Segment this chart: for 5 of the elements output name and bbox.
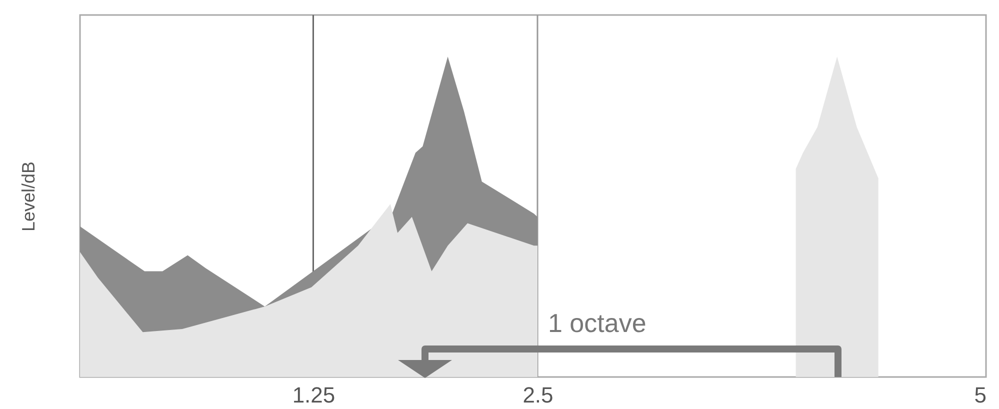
y-axis-title: Level/dB — [18, 161, 38, 232]
annotation: 1 octave — [548, 308, 646, 339]
x-tick-label: 2.5 — [522, 382, 554, 408]
x-tick-label: 5 — [974, 382, 986, 408]
x-tick-label: 1.25 — [292, 382, 336, 408]
